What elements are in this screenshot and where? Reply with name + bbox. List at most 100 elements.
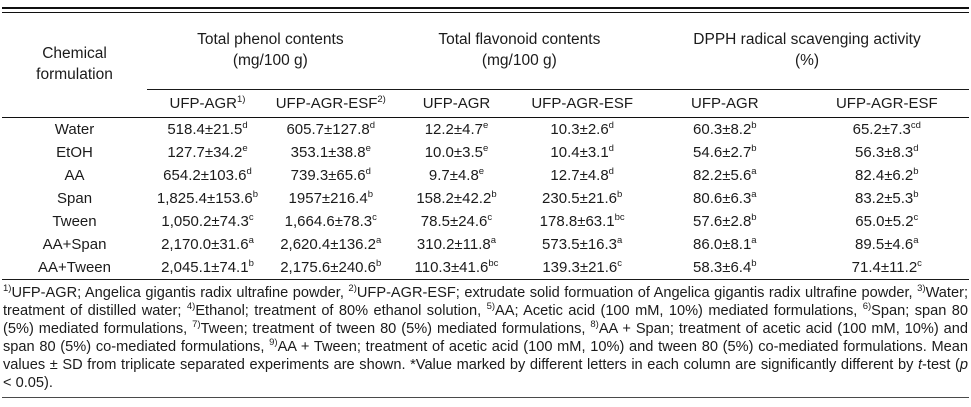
column-group-header-row: Chemical formulation Total phenol conten… [2, 13, 969, 118]
measurement-value: 2,170.0±31.6 [161, 236, 249, 253]
measurement-value: 518.4±21.5 [167, 121, 243, 138]
significance-letter: a [617, 235, 623, 246]
footnote-marker: 1) [3, 283, 12, 295]
sub-header-dpph-ufp-agr: UFP-AGR [645, 89, 805, 118]
value-cell: 178.8±63.1bc [519, 210, 645, 233]
significance-letter: d [242, 120, 248, 131]
significance-letter: c [913, 212, 919, 223]
significance-letter: b [491, 189, 497, 200]
value-cell: 80.6±6.3a [645, 187, 805, 210]
significance-letter: b [248, 258, 254, 269]
significance-letter: a [376, 235, 382, 246]
measurement-value: 605.7±127.8 [286, 121, 370, 138]
row-label: AA+Tween [38, 259, 111, 276]
group-header-label: Total phenol contents [197, 31, 344, 49]
measurement-value: 1957±216.4 [288, 190, 368, 207]
row-label: AA+Span [42, 236, 107, 253]
significance-letter: b [617, 189, 623, 200]
sub-header-label: UFP-AGR-ESF [531, 95, 634, 112]
measurement-value: 2,045.1±74.1 [161, 259, 249, 276]
footnote-text: 1)UFP-AGR; Angelica gigantis radix ultra… [2, 284, 969, 398]
significance-letter: c [617, 258, 623, 269]
group-header-phenol: Total phenol contents (mg/100 g) [147, 13, 394, 90]
value-cell: 12.7±4.8d [519, 164, 645, 187]
value-cell: 739.3±65.6d [268, 164, 394, 187]
group-header-dpph: DPPH radical scavenging activity (%) [645, 13, 969, 90]
value-cell: 71.4±11.2c [805, 256, 969, 280]
footnote-marker: 8) [590, 319, 599, 331]
value-cell: 2,045.1±74.1b [147, 256, 268, 280]
table-top-double-rule [2, 7, 969, 13]
sub-header-phenol-ufp-agr-esf: UFP-AGR-ESF2) [267, 89, 394, 118]
significance-letter: a [913, 235, 919, 246]
significance-letter: d [369, 120, 376, 131]
significance-letter: a [751, 235, 757, 246]
table-row: AA 654.2±103.6d 739.3±65.6d 9.7±4.8e 12.7±4.… [2, 164, 969, 187]
value-cell: 58.3±6.4b [645, 256, 805, 280]
measurement-value: 56.3±8.3 [855, 144, 914, 161]
significance-letter: b [751, 212, 757, 223]
measurement-value: 139.3±21.6 [542, 259, 618, 276]
value-cell: 353.1±38.8e [268, 141, 394, 164]
group-header-label: DPPH radical scavenging activity [693, 31, 921, 49]
measurement-value: 1,825.4±153.6 [156, 190, 253, 207]
measurement-value: 80.6±6.3 [693, 190, 752, 207]
measurement-value: 158.2±42.2 [416, 190, 492, 207]
results-table: Chemical formulation Total phenol conten… [2, 13, 969, 280]
italic-t: t [917, 357, 923, 374]
row-label: AA [64, 167, 85, 184]
value-cell: 110.3±41.6bc [394, 256, 520, 280]
measurement-value: 127.7±34.2 [167, 144, 243, 161]
value-cell: 10.0±3.5e [394, 141, 520, 164]
sub-header-dpph-ufp-agr-esf: UFP-AGR-ESF [804, 89, 969, 118]
table-body: Water 518.4±21.5d 605.7±127.8d 12.2±4.7e 10.… [2, 118, 969, 280]
measurement-value: 9.7±4.8 [428, 167, 479, 184]
value-cell: 1,664.6±78.3c [268, 210, 394, 233]
table-row: Tween 1,050.2±74.3c 1,664.6±78.3c 78.5±24.6… [2, 210, 969, 233]
value-cell: 518.4±21.5d [147, 118, 268, 142]
measurement-value: 1,664.6±78.3 [284, 213, 373, 230]
group-header-unit: (mg/100 g) [232, 52, 308, 69]
value-cell: 2,170.0±31.6a [147, 233, 268, 256]
value-cell: 82.2±5.6a [645, 164, 805, 187]
measurement-value: 310.2±11.8 [416, 236, 491, 253]
measurement-value: 78.5±24.6 [420, 213, 488, 230]
sub-header-phenol-ufp-agr: UFP-AGR1) [147, 89, 268, 118]
measurement-value: 10.4±3.1 [550, 144, 609, 161]
value-cell: 60.3±8.2b [645, 118, 805, 142]
measurement-value: 58.3±6.4 [693, 259, 752, 276]
footnote-marker: 6) [862, 301, 872, 313]
significance-letter: e [365, 143, 371, 154]
table-row: EtOH 127.7±34.2e 353.1±38.8e 10.0±3.5e 10.4±… [2, 141, 969, 164]
sub-header-label: UFP-AGR [691, 95, 759, 112]
significance-letter: b [751, 143, 757, 154]
value-cell: 10.4±3.1d [519, 141, 645, 164]
value-cell: 65.2±7.3cd [805, 118, 969, 142]
value-cell: 310.2±11.8a [394, 233, 520, 256]
significance-letter: e [482, 120, 489, 131]
value-cell: 86.0±8.1a [645, 233, 805, 256]
significance-letter: b [367, 189, 373, 200]
significance-letter: d [608, 166, 614, 177]
significance-letter: a [751, 166, 757, 177]
group-header-unit: (%) [794, 52, 820, 69]
italic-p: p [959, 357, 968, 374]
significance-letter: b [751, 120, 757, 131]
measurement-value: 1,050.2±74.3 [161, 213, 249, 230]
table-row: Span 1,825.4±153.6b 1957±216.4b 158.2±42.2b… [2, 187, 969, 210]
significance-letter: e [478, 166, 485, 177]
footnote-marker: 3) [917, 283, 926, 295]
significance-letter: c [487, 212, 493, 223]
row-label: Tween [52, 213, 97, 230]
measurement-value: 57.6±2.8 [693, 213, 752, 230]
significance-letter: a [751, 189, 757, 200]
footnote-marker: 5) [486, 301, 496, 313]
group-header-label: Total flavonoid contents [438, 31, 601, 49]
significance-letter: a [490, 235, 497, 246]
significance-letter: c [917, 258, 922, 269]
measurement-value: 10.0±3.5 [424, 144, 483, 161]
significance-letter: b [376, 258, 382, 269]
measurement-value: 12.7±4.8 [550, 167, 609, 184]
significance-letter: d [608, 143, 614, 154]
sub-header-label: UFP-AGR-ESF [835, 95, 938, 112]
